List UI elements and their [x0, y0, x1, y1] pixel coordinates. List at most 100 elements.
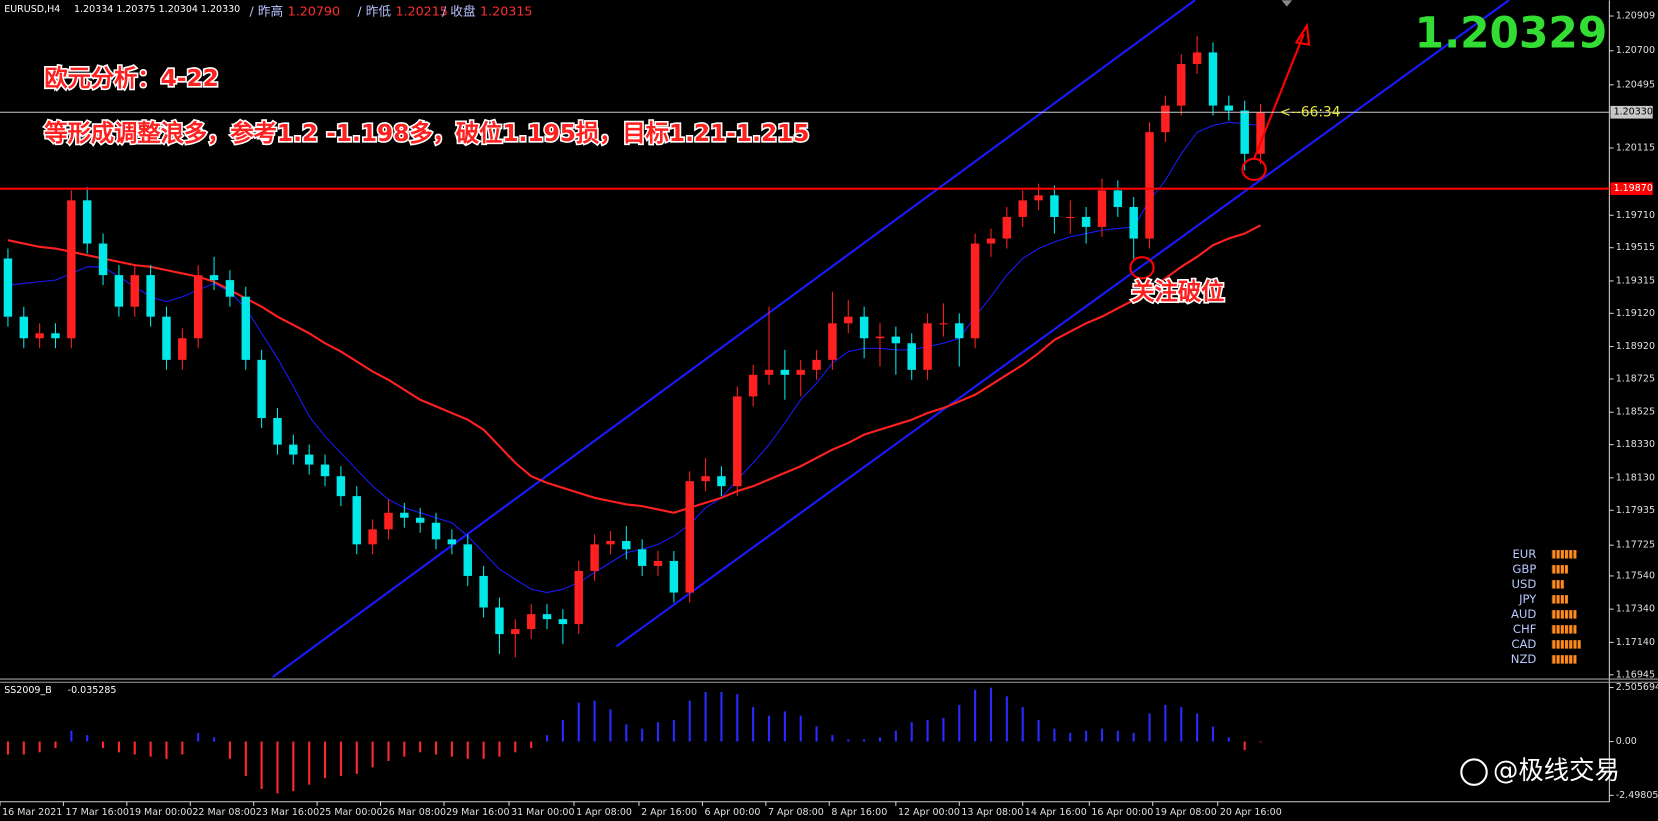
x-tick-label: 1 Apr 08:00 — [576, 807, 632, 818]
candle-body — [1145, 132, 1154, 239]
candle-body — [67, 200, 76, 339]
candle-body — [400, 512, 409, 518]
y-tick-label: -2.498051 — [1616, 790, 1658, 801]
candle-body — [1177, 64, 1186, 106]
x-tick-label: 25 Mar 00:00 — [319, 807, 382, 818]
candle-body — [574, 570, 583, 625]
candle-body — [685, 481, 694, 593]
candle-body — [431, 522, 441, 540]
candle-body — [257, 359, 266, 419]
y-tick-label: 1.17140 — [1616, 637, 1655, 648]
candle-body — [511, 629, 520, 635]
candle-body — [19, 316, 29, 339]
strength-bar — [1551, 655, 1577, 664]
x-tick-label: 8 Apr 16:00 — [831, 807, 887, 818]
y-tick-label: 1.19120 — [1616, 308, 1655, 319]
x-tick-label: 23 Mar 16:00 — [256, 807, 319, 818]
y-tick-label: 1.20115 — [1616, 142, 1655, 153]
candle-body — [780, 369, 790, 375]
candle-body — [986, 238, 996, 244]
strength-bar — [1551, 610, 1577, 619]
scroll-marker — [1281, 0, 1293, 7]
y-tick-label: 1.17935 — [1616, 505, 1655, 516]
candle-body — [273, 418, 282, 445]
candle-body — [463, 544, 472, 576]
candle-body — [558, 619, 568, 625]
x-tick-label: 31 Mar 00:00 — [511, 807, 574, 818]
candle-body — [178, 338, 187, 360]
annotation: <--66:34 — [1279, 104, 1340, 120]
candle-body — [939, 323, 948, 325]
candle-body — [1129, 206, 1138, 239]
candle-body — [1034, 195, 1043, 201]
candle-body — [970, 243, 980, 339]
candle-body — [495, 607, 504, 635]
currency-name: CHF — [1513, 622, 1537, 636]
stat-value: 1.20790 — [288, 3, 340, 18]
candle-body — [1018, 200, 1027, 217]
moving-average — [7, 121, 1261, 594]
currency-name: JPY — [1518, 592, 1537, 606]
candle-body — [875, 336, 885, 339]
x-tick-label: 20 Apr 16:00 — [1220, 807, 1282, 818]
candle-body — [1113, 190, 1123, 207]
candle-body — [526, 614, 536, 630]
x-tick-label: 19 Apr 08:00 — [1155, 807, 1217, 818]
candle-body — [368, 529, 377, 545]
circle-mark — [1129, 256, 1155, 280]
candle-body — [923, 323, 932, 370]
candle-body — [1050, 195, 1059, 217]
y-tick-label: 0.00 — [1616, 736, 1637, 747]
candle-body — [352, 496, 361, 545]
candle-body — [447, 539, 457, 545]
watermark-logo — [1460, 758, 1488, 786]
y-tick-label: 1.19315 — [1616, 275, 1655, 286]
strength-bar — [1551, 595, 1569, 604]
price-label: 1.20330 — [1614, 107, 1653, 118]
candle-body — [51, 333, 60, 339]
y-tick-label: 1.18920 — [1616, 341, 1655, 352]
strength-bar — [1551, 550, 1577, 559]
annotation: 关注破位 — [1131, 279, 1224, 306]
strength-bar — [1551, 640, 1581, 649]
moving-average — [7, 224, 1262, 514]
currency-name: NZD — [1511, 652, 1537, 666]
candle-body — [1256, 112, 1265, 154]
symbol: EURUSD,H4 — [4, 4, 60, 15]
stat-label: / 收盘 — [442, 3, 476, 18]
y-tick-label: 2.505694 — [1616, 682, 1658, 693]
y-tick-label: 1.17725 — [1616, 540, 1655, 551]
candle-body — [1066, 216, 1075, 219]
header-ohlc: 1.20334 1.20375 1.20304 1.20330 — [74, 4, 240, 15]
candle-body — [289, 444, 298, 455]
arrow-head — [1294, 22, 1311, 46]
candle-body — [98, 243, 108, 276]
x-tick-label: 16 Mar 2021 — [2, 807, 62, 818]
candle-body — [1097, 190, 1107, 227]
candle-body — [82, 200, 92, 244]
candle-body — [812, 359, 821, 370]
x-tick-label: 12 Apr 00:00 — [898, 807, 960, 818]
strength-bar — [1551, 625, 1577, 634]
x-tick-label: 29 Mar 16:00 — [446, 807, 509, 818]
currency-name: GBP — [1512, 562, 1536, 576]
candle-body — [859, 316, 869, 339]
y-tick-label: 1.17540 — [1616, 570, 1655, 581]
candle-body — [336, 476, 346, 497]
y-tick-label: 1.16945 — [1616, 669, 1655, 680]
candle-body — [955, 323, 964, 339]
candle-body — [606, 541, 615, 545]
x-tick-label: 14 Apr 16:00 — [1025, 807, 1087, 818]
candle-body — [844, 316, 853, 324]
channel-upper — [272, 0, 1196, 678]
candle-body — [146, 275, 155, 317]
candle-body — [542, 614, 552, 620]
candle-body — [209, 275, 219, 281]
price-label: 1.19870 — [1614, 183, 1653, 194]
candle-body — [764, 369, 774, 375]
x-tick-label: 17 Mar 16:00 — [66, 807, 129, 818]
candle-body — [1240, 110, 1249, 154]
candle-body — [3, 258, 13, 317]
x-tick-label: 22 Mar 08:00 — [192, 807, 255, 818]
